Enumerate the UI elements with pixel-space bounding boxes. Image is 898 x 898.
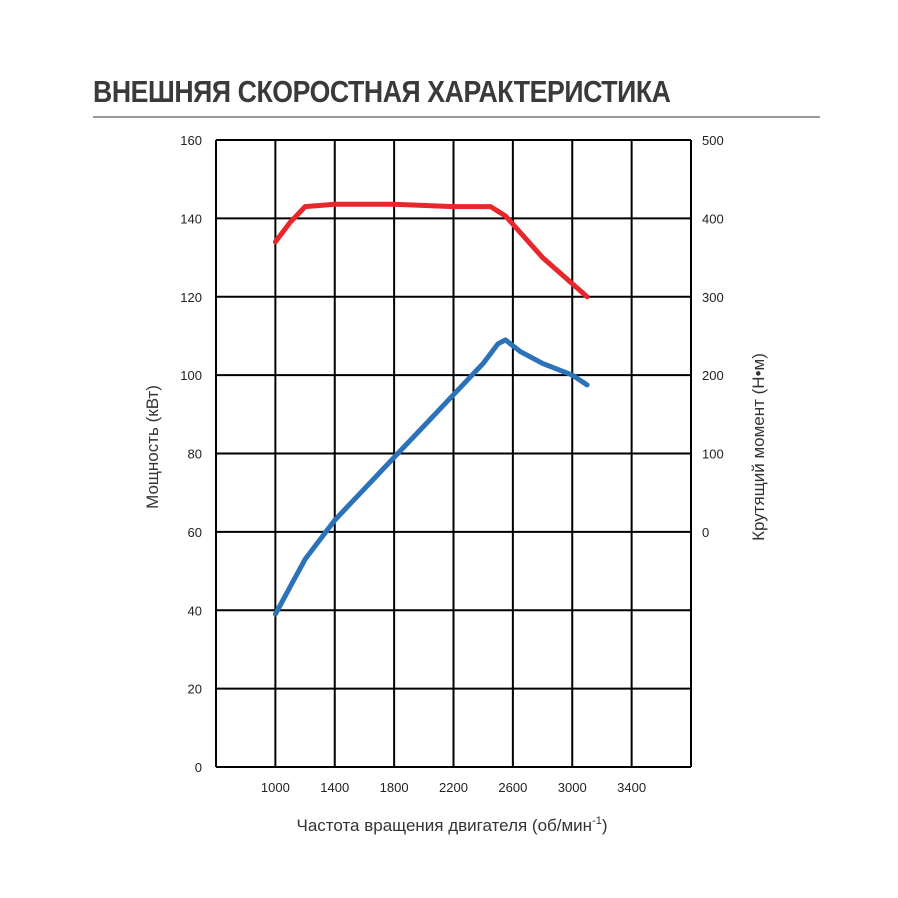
y-tick-label: 60 (188, 525, 202, 540)
power-line (272, 337, 590, 617)
x-tick-label: 2600 (498, 780, 527, 795)
y-axis-title: Мощность (кВт) (143, 385, 162, 509)
y2-tick-label: 300 (702, 290, 724, 305)
x-axis-title-close: ) (602, 816, 608, 835)
x-tick-label: 1800 (380, 780, 409, 795)
series-group (272, 201, 590, 617)
chart-title: ВНЕШНЯЯ СКОРОСТНАЯ ХАРАКТЕРИСТИКА (93, 74, 671, 109)
y-tick-label: 80 (188, 447, 202, 462)
y-tick-label: 100 (180, 368, 202, 383)
x-axis-title: Частота вращения двигателя (об/мин-1) (296, 815, 607, 835)
y2-tick-label: 500 (702, 133, 724, 148)
title-rule (93, 116, 820, 118)
x-tick-label: 1400 (320, 780, 349, 795)
y2-tick-label: 400 (702, 211, 724, 226)
x-axis-title-main: Частота вращения двигателя (об/мин (296, 816, 592, 835)
y-tick-label: 0 (195, 760, 202, 775)
y2-tick-label: 0 (702, 525, 709, 540)
y2-axis-title: Крутящий момент (Н•м) (749, 353, 768, 541)
grid (215, 139, 692, 768)
y-tick-label: 160 (180, 133, 202, 148)
y2-tick-label: 200 (702, 368, 724, 383)
y-tick-label: 40 (188, 603, 202, 618)
torque-line (272, 201, 590, 300)
y2-tick-label: 100 (702, 447, 724, 462)
x-tick-label: 3400 (617, 780, 646, 795)
x-tick-label: 3000 (558, 780, 587, 795)
x-axis-title-sup: -1 (592, 815, 602, 827)
x-tick-label: 2200 (439, 780, 468, 795)
y-tick-label: 20 (188, 682, 202, 697)
y-tick-label: 140 (180, 211, 202, 226)
tick-labels: 0 20 40 60 80 100 120 140 160 0 100 200 300 400 500 100… (180, 133, 723, 795)
y-tick-label: 120 (180, 290, 202, 305)
x-tick-label: 1000 (261, 780, 290, 795)
